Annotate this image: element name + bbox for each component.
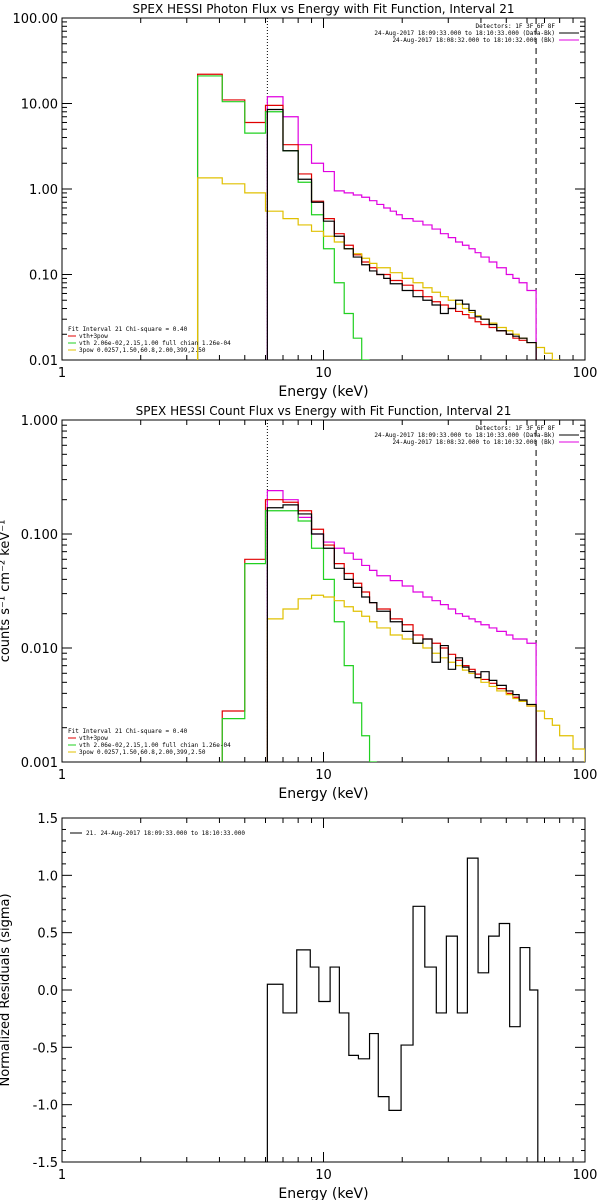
- x-tick-label: 1: [58, 768, 66, 783]
- y-tick-label: 100.00: [13, 12, 59, 27]
- legend-bottom-entry: Fit Interval 21 Chi-square = 0.40: [68, 326, 188, 333]
- series-2-line: [221, 510, 377, 762]
- y-tick-label: 1.000: [21, 414, 58, 429]
- photon-flux-panel: SPEX HESSI Photon Flux vs Energy with Fi…: [13, 2, 598, 400]
- residuals-panel: 1 10 100 Energy (keV) -1.5 -1.0 -0.5 0.0 0.5 1.0 1…: [0, 812, 597, 1200]
- y-tick-label: 0.10: [29, 269, 58, 284]
- legend-bottom-entry: vth 2.06e-02,2.15,1.00 full chian 1.26e-…: [79, 742, 231, 749]
- x-axis-label: Energy (keV): [278, 384, 368, 400]
- y-axis-label: counts s⁻¹ cm⁻² keV⁻¹: [0, 520, 13, 663]
- y-tick-label: 0.100: [21, 528, 58, 543]
- x-tick-label: 100: [573, 768, 598, 783]
- y-tick-label: 1.0: [37, 869, 58, 884]
- y-tick-label: 0.010: [21, 642, 58, 657]
- chart-title: SPEX HESSI Count Flux vs Energy with Fit…: [136, 404, 512, 418]
- y-axis-label: Normalized Residuals (sigma): [0, 893, 13, 1086]
- series-3-line: [196, 177, 560, 360]
- y-tick-label: 10.00: [21, 98, 58, 113]
- y-tick-label: -1.5: [33, 1156, 58, 1171]
- y-tick-label: -1.0: [33, 1099, 58, 1114]
- y-tick-label: 0.0: [37, 984, 58, 999]
- plot-area: [266, 857, 539, 1162]
- chart-title: SPEX HESSI Photon Flux vs Energy with Fi…: [133, 2, 515, 16]
- plot-area: [196, 73, 560, 360]
- legend-bottom-entry: Fit Interval 21 Chi-square = 0.40: [68, 728, 188, 735]
- count-flux-panel: SPEX HESSI Count Flux vs Energy with Fit…: [0, 404, 597, 802]
- legend-top-entry: 24-Aug-2017 18:09:33.000 to 18:10:33.000…: [374, 30, 555, 37]
- plot-area: [221, 490, 585, 762]
- series-4-line: [266, 108, 537, 360]
- x-axis-label: Energy (keV): [278, 786, 368, 802]
- y-tick-label: 1.5: [37, 812, 58, 827]
- y-tick-label: 0.5: [37, 927, 58, 942]
- legend-top-entry: Detectors: 1F 3F 6F 8F: [476, 23, 556, 30]
- x-tick-label: 10: [315, 768, 332, 783]
- series-0-line: [266, 490, 537, 762]
- x-tick-label: 100: [573, 366, 598, 381]
- x-tick-label: 1: [58, 1168, 66, 1183]
- legend-inset-entry: 21. 24-Aug-2017 18:09:33.000 to 18:10:33…: [86, 830, 245, 837]
- x-tick-label: 10: [315, 1168, 332, 1183]
- series-4-line: [266, 504, 537, 762]
- legend-top-entry: 24-Aug-2017 18:08:32.000 to 18:10:32.000…: [392, 37, 555, 44]
- legend-bottom-entry: 3pow 0.0257,1.50,60.8,2.00,399,2.50: [79, 347, 206, 354]
- y-tick-label: -0.5: [33, 1041, 58, 1056]
- series-0-line: [266, 96, 537, 360]
- y-tick-label: 0.001: [21, 756, 58, 771]
- x-tick-label: 10: [315, 366, 332, 381]
- x-tick-label: 100: [573, 1168, 598, 1183]
- legend-bottom-entry: vth+3pow: [79, 735, 108, 742]
- x-axis-label: Energy (keV): [278, 1186, 368, 1200]
- legend-bottom-entry: 3pow 0.0257,1.50,60.8,2.00,399,2.50: [79, 749, 206, 756]
- legend-top-entry: Detectors: 1F 3F 6F 8F: [476, 425, 556, 432]
- legend-top-entry: 24-Aug-2017 18:08:32.000 to 18:10:32.000…: [392, 439, 555, 446]
- legend-top-entry: 24-Aug-2017 18:09:33.000 to 18:10:33.000…: [374, 432, 555, 439]
- y-tick-label: 0.01: [29, 354, 58, 369]
- x-tick-label: 1: [58, 366, 66, 381]
- residual-series: [266, 857, 539, 1162]
- legend-bottom-entry: vth+3pow: [79, 333, 108, 340]
- legend-bottom-entry: vth 2.06e-02,2.15,1.00 full chian 1.26e-…: [79, 340, 231, 347]
- y-tick-label: 1.00: [29, 183, 58, 198]
